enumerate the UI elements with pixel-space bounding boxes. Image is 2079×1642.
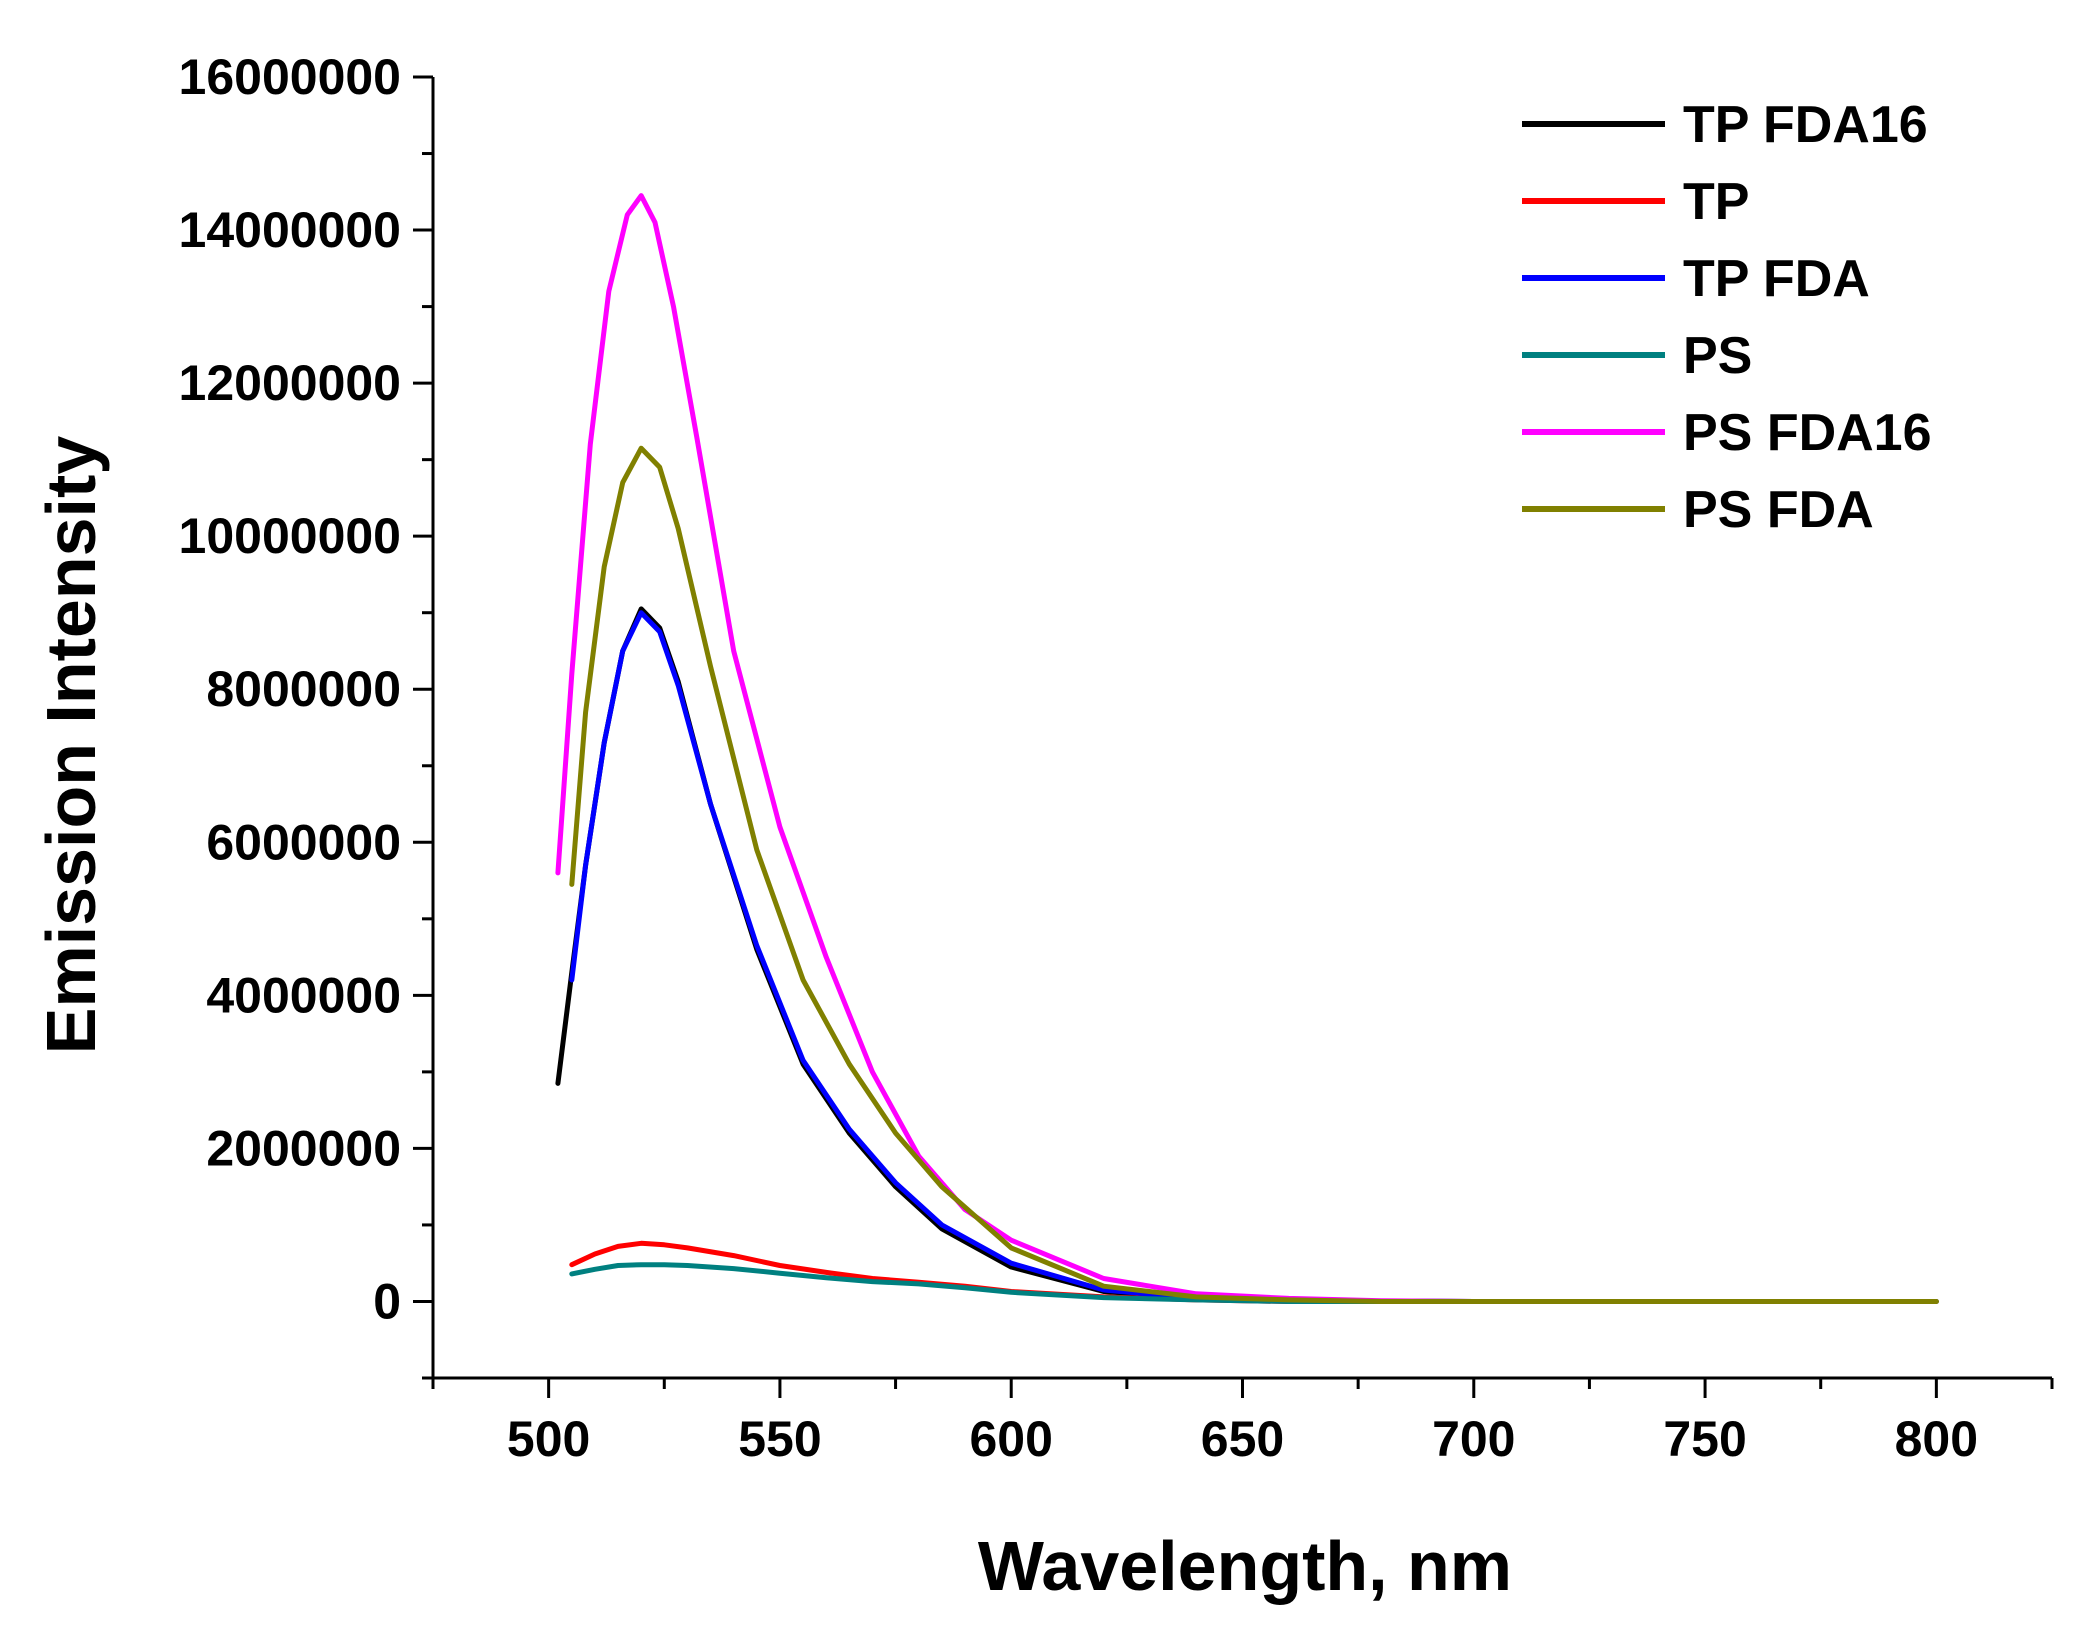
series-lines xyxy=(555,193,1939,1304)
legend: TP FDA16 TP TP FDA PS PS FDA16 PS FDA xyxy=(1522,96,1932,539)
y-tick-label: 12000000 xyxy=(179,355,401,411)
axes: 500 550 600 650 700 750 800 0 2000000 4000000 6000… xyxy=(179,49,2054,1467)
series-line-ps-fda xyxy=(569,445,1939,1304)
legend-label: PS xyxy=(1683,327,1752,385)
legend-label: PS FDA xyxy=(1683,481,1874,539)
y-tick-label: 4000000 xyxy=(206,967,401,1023)
x-tick-label: 700 xyxy=(1432,1411,1515,1467)
x-tick-label: 800 xyxy=(1895,1411,1978,1467)
y-axis-title: Emission Intensity xyxy=(32,436,110,1055)
y-tick-label: 6000000 xyxy=(206,814,401,870)
x-tick-label: 600 xyxy=(969,1411,1052,1467)
y-tick-label: 14000000 xyxy=(179,202,401,258)
legend-label: PS FDA16 xyxy=(1683,404,1932,462)
x-tick-label: 650 xyxy=(1201,1411,1284,1467)
x-tick-label: 550 xyxy=(738,1411,821,1467)
x-tick-label: 750 xyxy=(1663,1411,1746,1467)
series-line-tp-fda xyxy=(569,610,1477,1304)
y-tick-label: 10000000 xyxy=(179,508,401,564)
y-tick-label: 16000000 xyxy=(179,49,401,105)
y-tick-label: 2000000 xyxy=(206,1120,401,1176)
x-axis-title: Wavelength, nm xyxy=(978,1527,1512,1605)
x-tick-label: 500 xyxy=(507,1411,590,1467)
legend-label: TP xyxy=(1683,173,1749,231)
y-tick-label: 0 xyxy=(373,1273,401,1329)
series-line-tp-fda16 xyxy=(555,606,1939,1304)
series-line-ps xyxy=(569,1262,1477,1304)
y-tick-label: 8000000 xyxy=(206,661,401,717)
series-line-ps-fda16 xyxy=(555,193,1477,1304)
legend-label: TP FDA xyxy=(1683,250,1870,308)
legend-label: TP FDA16 xyxy=(1683,96,1928,154)
